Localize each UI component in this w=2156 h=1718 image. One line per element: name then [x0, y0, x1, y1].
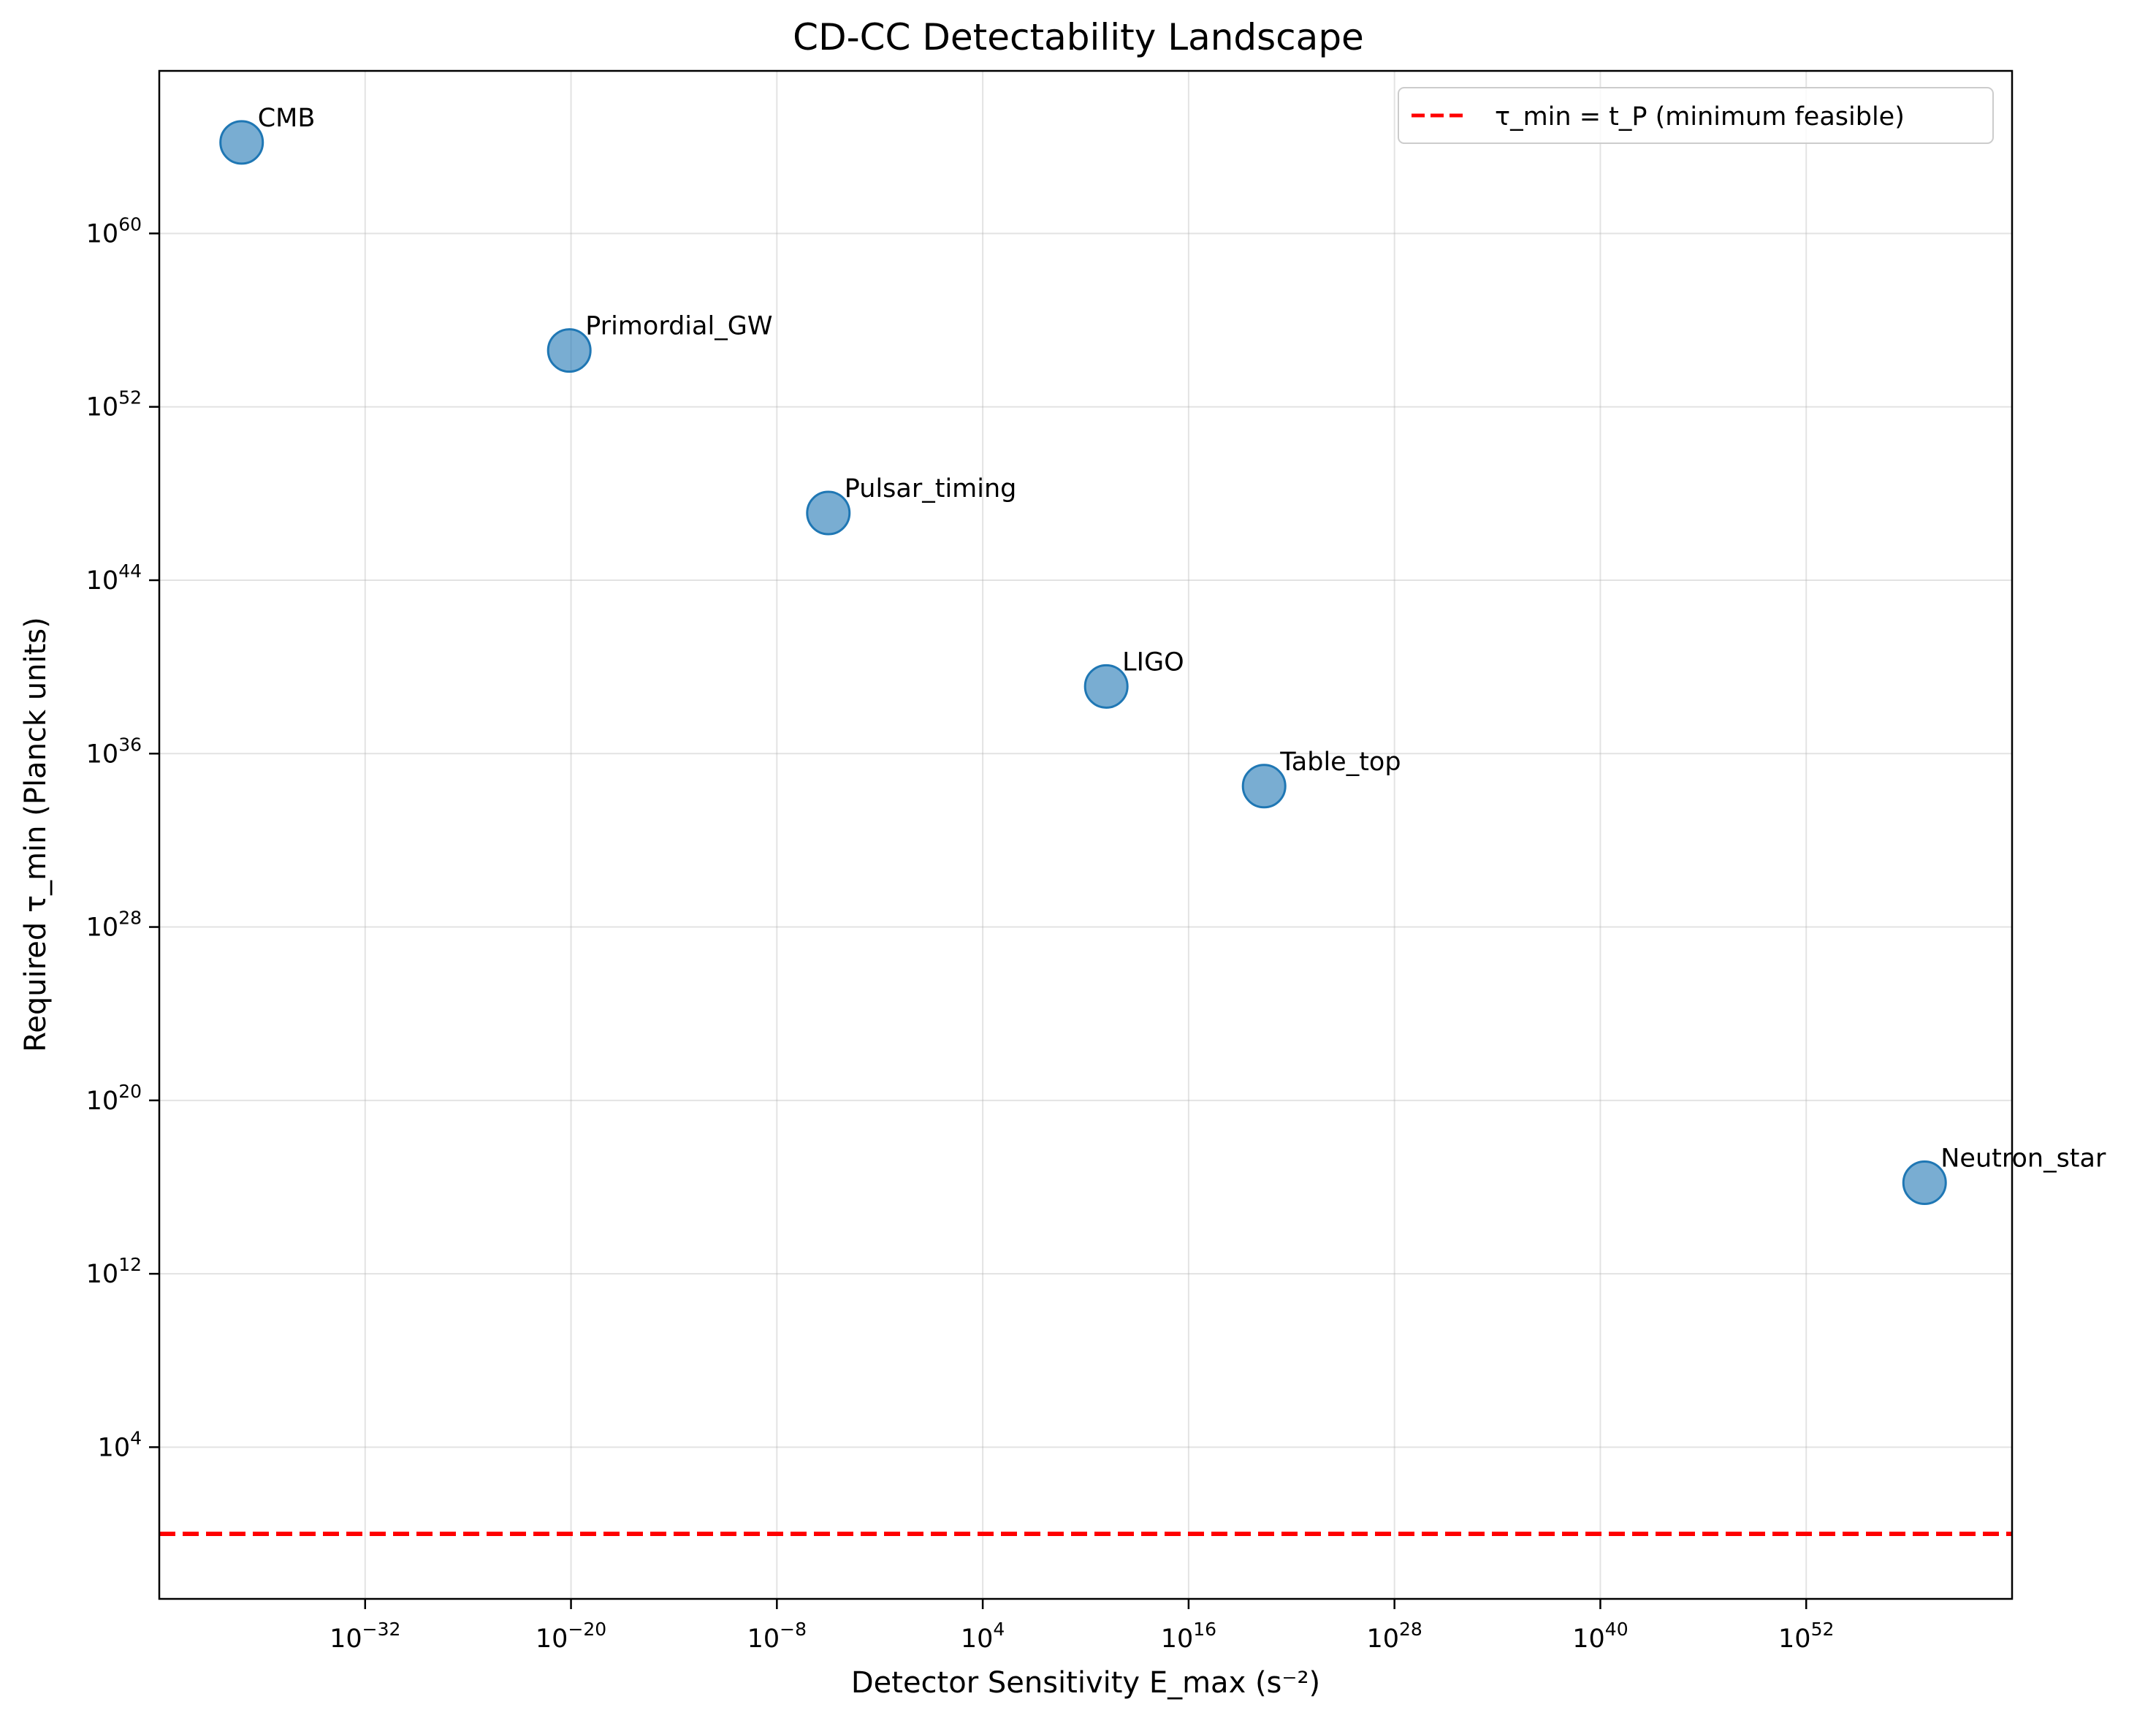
y-axis-label: Required τ_min (Planck units) [19, 617, 53, 1052]
x-tick-label: 1040 [1572, 1619, 1628, 1654]
x-tick-label: 10−32 [330, 1619, 400, 1654]
x-tick-label: 1052 [1778, 1619, 1834, 1654]
y-tick-label: 1044 [86, 560, 142, 596]
point-label: Pulsar_timing [845, 474, 1017, 503]
legend-box [1398, 87, 1994, 144]
point-labels: CMB Primordial_GW Pulsar_timing LIGO Table_t… [258, 104, 2106, 1174]
y-tick-label: 1052 [86, 387, 142, 422]
y-tick-label: 1060 [86, 213, 142, 248]
x-axis-ticks: 10−32 10−20 10−8 104 1016 1028 1040 1052 [330, 1599, 1834, 1654]
x-tick-label: 104 [961, 1619, 1005, 1654]
point-label: Primordial_GW [585, 312, 772, 341]
x-tick-label: 1028 [1366, 1619, 1422, 1654]
chart-title: CD-CC Detectability Landscape [793, 16, 1364, 58]
point-label: LIGO [1122, 647, 1184, 677]
data-point [219, 120, 264, 165]
point-label: CMB [258, 104, 316, 133]
data-point [806, 490, 851, 536]
y-tick-label: 1012 [86, 1254, 142, 1289]
legend-label: τ_min = t_P (minimum feasible) [1495, 102, 1905, 132]
y-axis-ticks: 104 1012 1020 1028 1036 1044 1052 1060 [86, 213, 159, 1462]
data-point [1902, 1160, 1947, 1206]
point-label: Neutron_star [1940, 1144, 2106, 1174]
y-tick-label: 104 [98, 1427, 142, 1462]
x-tick-label: 10−8 [747, 1619, 807, 1654]
x-axis-label: Detector Sensitivity E_max (s⁻²) [851, 1666, 1320, 1700]
point-label: Table_top [1279, 748, 1401, 777]
y-tick-label: 1028 [86, 908, 142, 943]
legend: τ_min = t_P (minimum feasible) [1398, 87, 1994, 144]
x-tick-label: 1016 [1161, 1619, 1216, 1654]
plot-area-frame [158, 69, 2014, 1600]
y-tick-label: 1020 [86, 1081, 142, 1116]
data-point [1083, 664, 1129, 709]
data-point [1241, 764, 1287, 809]
x-tick-label: 10−20 [536, 1619, 606, 1654]
y-tick-label: 1036 [86, 734, 142, 769]
grid [159, 71, 2012, 1599]
data-points [219, 120, 1947, 1206]
data-point [546, 328, 592, 373]
